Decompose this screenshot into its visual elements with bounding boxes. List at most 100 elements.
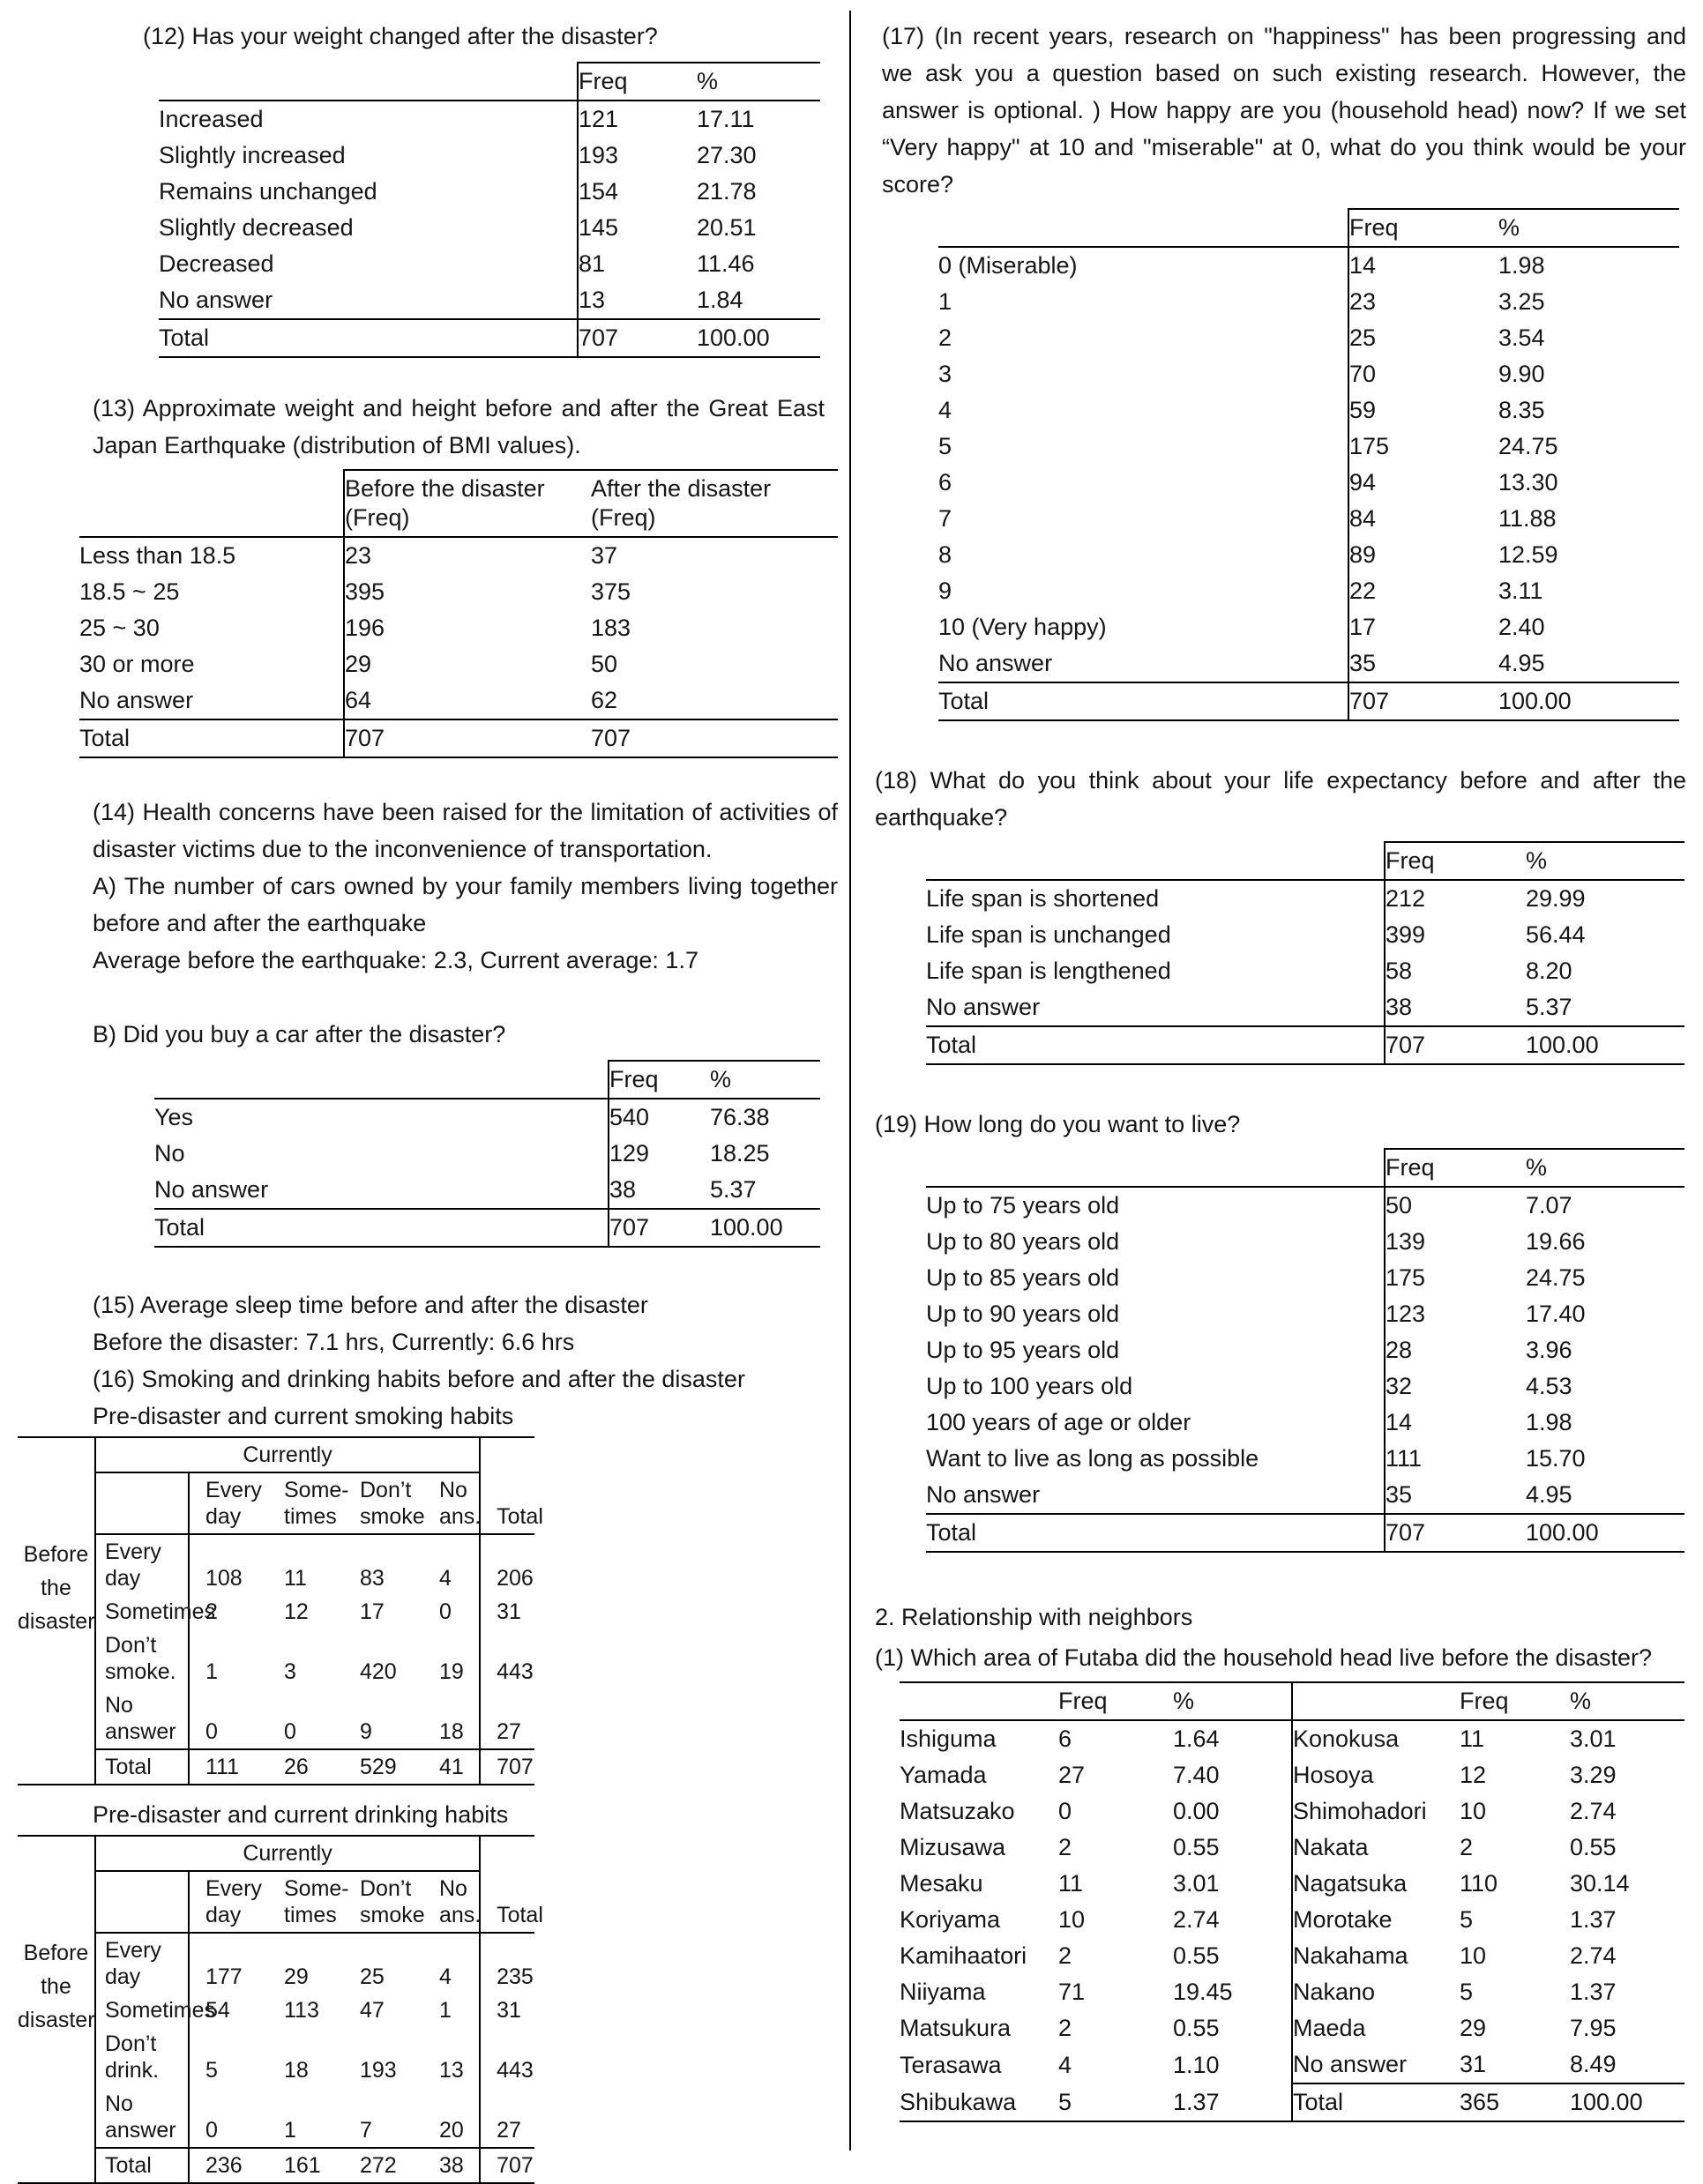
- header-row: Before the disaster (Freq) After the dis…: [79, 469, 838, 538]
- table-cell: 5.37: [1526, 994, 1572, 1020]
- table-cell: 1.37: [1570, 1979, 1617, 2005]
- table-row: Sometimes 2 12 17 0 31: [18, 1595, 535, 1629]
- table-row: Ishiguma 6 1.64 Konokusa 11 3.01: [900, 1720, 1684, 1757]
- table-cell: 10 (Very happy): [938, 614, 1107, 640]
- table-cell: 32: [1384, 1368, 1526, 1405]
- empty-cell: [94, 1871, 189, 1934]
- table-cell: 529: [344, 1748, 423, 1785]
- table-cell: 14: [1384, 1405, 1526, 1441]
- table-row: No 129 18.25: [154, 1136, 820, 1172]
- table-cell: No: [154, 1140, 185, 1167]
- row-label: Total: [94, 1748, 189, 1785]
- row-group-label: Before the disaster: [18, 1542, 95, 1634]
- table-cell: Matsukura: [900, 2015, 1012, 2041]
- table-cell: 443: [479, 2027, 535, 2087]
- table-cell: Mizusawa: [900, 1834, 1006, 1860]
- percent-header: %: [1173, 1681, 1292, 1721]
- row-label: Every day: [94, 1534, 189, 1595]
- table-cell: 2: [1058, 2015, 1072, 2041]
- table-cell: 41: [423, 1748, 481, 1785]
- table-cell: 183: [591, 615, 631, 641]
- q15-title: (15) Average sleep time before and after…: [93, 1292, 648, 1318]
- empty-header-cell: [926, 842, 1385, 881]
- table-cell: 7: [938, 505, 952, 532]
- table-cell: Yes: [154, 1104, 194, 1130]
- table-cell: 154: [577, 174, 697, 210]
- table-cell: Total: [1291, 2083, 1460, 2122]
- table-row: Kamihaatori 2 0.55 Nakahama 10 2.74: [900, 1938, 1684, 1974]
- table-cell: 100.00: [1526, 1025, 1684, 1065]
- table-row: 0 (Miserable) 14 1.98: [938, 247, 1679, 284]
- table-cell: 7: [360, 2118, 372, 2143]
- table-cell: 10: [1460, 1798, 1487, 1824]
- table-cell: 18: [284, 2058, 309, 2083]
- table-row: Terasawa 4 1.10 No answer 31 8.49: [900, 2046, 1684, 2083]
- table-cell: 707: [479, 1748, 535, 1785]
- table-cell: 108: [188, 1534, 268, 1595]
- table-cell: 1.98: [1526, 1409, 1572, 1435]
- table-cell: 5: [1460, 1979, 1474, 2005]
- left-column: (12) Has your weight changed after the d…: [18, 18, 842, 2184]
- table-cell: Koriyama: [900, 1906, 1001, 1933]
- table-row: No answer 13 1.84: [159, 282, 820, 319]
- table-cell: 19: [439, 1659, 464, 1684]
- total-row: Total 707 100.00: [938, 682, 1679, 721]
- table-cell: 27: [479, 2087, 535, 2148]
- table-cell: 2: [1058, 1834, 1072, 1860]
- table-cell: No answer: [159, 287, 273, 313]
- table-cell: 19.45: [1173, 1979, 1233, 2005]
- table-cell: 145: [577, 210, 697, 246]
- table-cell: Hosoya: [1291, 1757, 1460, 1793]
- table-cell: 2: [1058, 1942, 1072, 1969]
- table-cell: 2.74: [1173, 1906, 1220, 1933]
- table-cell: Yamada: [900, 1762, 987, 1788]
- empty-header-cell: [154, 1061, 609, 1099]
- table-cell: 4.53: [1526, 1373, 1572, 1399]
- table-cell: 8.49: [1570, 2051, 1617, 2077]
- table-cell: Total: [154, 1208, 609, 1248]
- table-row: 5 175 24.75: [938, 429, 1679, 465]
- empty-header-cell: [938, 209, 1348, 248]
- table-row: Less than 18.5 23 37: [79, 537, 838, 574]
- table-cell: Total: [926, 1513, 1385, 1553]
- table-cell: 3.25: [1498, 288, 1545, 315]
- table-cell: 11: [284, 1566, 307, 1591]
- percent-header: %: [697, 62, 820, 101]
- table-cell: 3.01: [1173, 1870, 1220, 1897]
- header-row: Freq %: [938, 208, 1679, 248]
- table-cell: Nakano: [1291, 1974, 1460, 2010]
- total-row: Total 707 100.00: [154, 1208, 820, 1248]
- table-cell: 24.75: [1526, 1264, 1586, 1291]
- table-cell: 11: [1058, 1870, 1084, 1897]
- table-cell: 9: [360, 1719, 372, 1744]
- table-cell: 23: [343, 537, 591, 574]
- table-cell: 0: [1058, 1798, 1072, 1824]
- table-cell: 18: [439, 1719, 464, 1744]
- table-cell: Decreased: [159, 250, 274, 277]
- table-cell: 29.99: [1526, 885, 1586, 912]
- table-cell: 1: [188, 1629, 268, 1688]
- table-row: 10 (Very happy) 17 2.40: [938, 609, 1679, 645]
- table-cell: Slightly increased: [159, 142, 346, 168]
- table-cell: 26: [268, 1748, 344, 1785]
- col-header-dont-smoke: Don’t smoke: [344, 1871, 425, 1934]
- table-cell: 13.30: [1498, 469, 1558, 496]
- table-row: Slightly increased 193 27.30: [159, 138, 820, 174]
- table-cell: 100.00: [1526, 1513, 1684, 1553]
- table-cell: 30 or more: [79, 651, 195, 677]
- table-row: No answer 0 0 9 18 27: [18, 1688, 535, 1749]
- table-cell: 25 ~ 30: [79, 615, 160, 641]
- table-row: Mesaku 11 3.01 Nagatsuka 110 30.14: [900, 1866, 1684, 1902]
- q18-title: (18) What do you think about your life e…: [875, 767, 1686, 831]
- table-cell: Increased: [159, 106, 264, 132]
- table-cell: 0.00: [1173, 1798, 1220, 1824]
- table-cell: Nagatsuka: [1291, 1866, 1460, 1902]
- table-cell: 4: [439, 1566, 452, 1591]
- table-cell: Kamihaatori: [900, 1942, 1027, 1969]
- table-cell: 6: [938, 469, 952, 496]
- empty-cell: [18, 1749, 95, 1785]
- q13-title: (13) Approximate weight and height befor…: [93, 395, 825, 458]
- table-cell: No answer: [926, 994, 1041, 1020]
- table-cell: 0.55: [1173, 1942, 1220, 1969]
- table-cell: Total: [938, 682, 1348, 721]
